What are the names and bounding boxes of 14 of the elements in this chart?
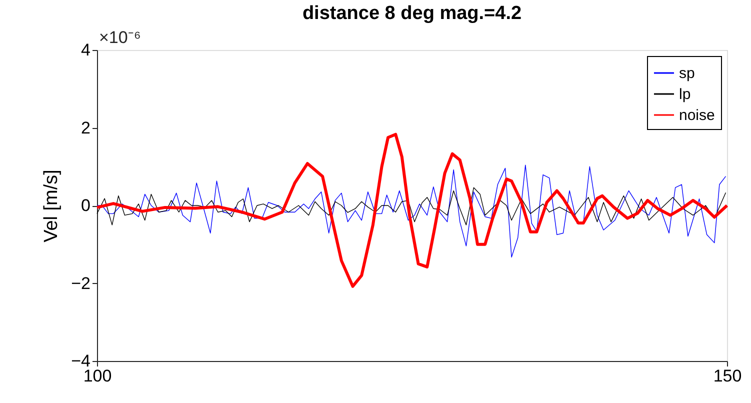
line-series xyxy=(96,164,726,258)
y-axis-title: Vel [m/s] xyxy=(41,170,62,242)
legend-label: sp xyxy=(679,65,695,82)
y-tick-label: 0 xyxy=(81,196,90,215)
y-tick-label: 2 xyxy=(81,118,90,138)
legend-label: noise xyxy=(679,107,715,124)
legend-label: lp xyxy=(679,86,691,103)
x-tick-label: 150 xyxy=(713,366,742,386)
line-series xyxy=(96,187,726,226)
line-series xyxy=(96,132,728,288)
y-tick-label: 4 xyxy=(81,40,90,60)
text: ×10⁻⁶ xyxy=(99,28,141,47)
chart-title: distance 8 deg mag.=4.2 xyxy=(302,3,522,24)
y-tick-label: −2 xyxy=(71,274,90,293)
